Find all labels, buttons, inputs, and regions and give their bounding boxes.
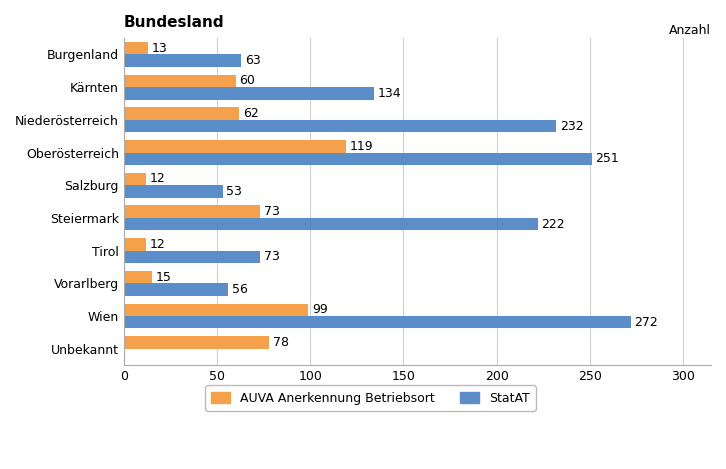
Bar: [123, 152, 592, 165]
Bar: [123, 250, 260, 263]
Text: 15: 15: [155, 271, 171, 284]
Text: 56: 56: [232, 283, 248, 296]
Bar: [123, 120, 556, 132]
Text: Anzahl: Anzahl: [669, 24, 711, 38]
Bar: [123, 54, 241, 67]
Text: 78: 78: [273, 336, 289, 349]
Text: 134: 134: [378, 87, 401, 100]
Text: 73: 73: [264, 250, 280, 263]
Text: 13: 13: [152, 42, 168, 55]
Legend: AUVA Anerkennung Betriebsort, StatAT: AUVA Anerkennung Betriebsort, StatAT: [205, 386, 536, 411]
Bar: [123, 75, 236, 87]
Text: Bundesland: Bundesland: [123, 15, 224, 30]
Bar: [123, 173, 146, 185]
Bar: [123, 271, 152, 283]
Bar: [123, 185, 223, 197]
Bar: [123, 283, 228, 295]
Text: 119: 119: [349, 140, 373, 153]
Text: 63: 63: [245, 54, 261, 67]
Text: 251: 251: [595, 152, 619, 165]
Text: 222: 222: [542, 218, 565, 231]
Text: 53: 53: [227, 185, 242, 198]
Bar: [123, 316, 631, 328]
Text: 60: 60: [240, 75, 256, 87]
Text: 12: 12: [150, 173, 166, 185]
Text: 12: 12: [150, 238, 166, 251]
Text: 62: 62: [243, 107, 258, 120]
Text: 99: 99: [312, 303, 327, 316]
Text: 232: 232: [560, 120, 584, 133]
Bar: [123, 140, 346, 152]
Bar: [123, 87, 374, 99]
Bar: [123, 107, 240, 120]
Bar: [123, 218, 538, 230]
Text: 73: 73: [264, 205, 280, 218]
Bar: [123, 238, 146, 250]
Text: 272: 272: [635, 316, 658, 329]
Bar: [123, 205, 260, 218]
Bar: [123, 336, 269, 348]
Bar: [123, 303, 309, 316]
Bar: [123, 42, 148, 54]
